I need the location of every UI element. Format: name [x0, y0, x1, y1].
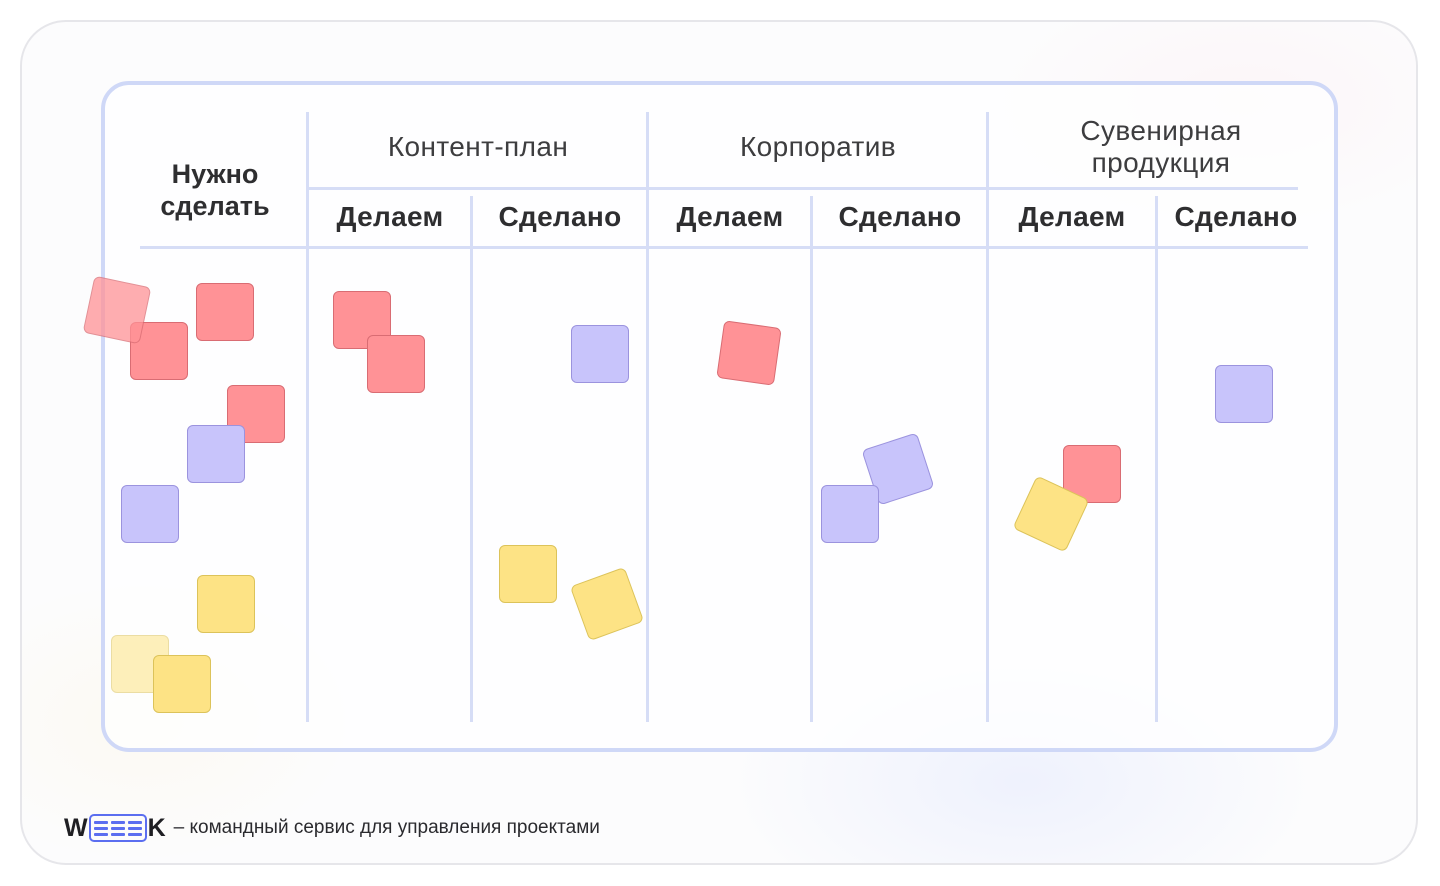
subcolumn-header-done: Сделано [1174, 201, 1298, 232]
project-header-corporate: Корпоратив [739, 131, 897, 162]
sticky-note-red[interactable] [716, 320, 782, 386]
column-divider [986, 112, 989, 722]
sticky-note-purple[interactable] [821, 485, 879, 543]
sticky-note-purple[interactable] [571, 325, 629, 383]
kanban-board [101, 81, 1338, 752]
logo-letter-k: K [147, 813, 166, 842]
project-header-content-plan: Контент-план [387, 131, 569, 162]
column-divider [810, 196, 813, 722]
column-divider [306, 112, 309, 722]
sticky-note-yellow[interactable] [153, 655, 211, 713]
column-divider [1155, 196, 1158, 722]
column-divider [470, 196, 473, 722]
tagline: – командный сервис для управления проект… [173, 817, 600, 838]
sticky-note-red[interactable] [367, 335, 425, 393]
logo-letter-w: W [64, 813, 88, 842]
subcolumn-header-doing: Делаем [336, 201, 444, 232]
subcolumn-header-done: Сделано [498, 201, 622, 232]
logo-eee-icon [88, 814, 147, 842]
sticky-note-purple[interactable] [187, 425, 245, 483]
project-header-souvenirs: Сувенирная продукция [1080, 115, 1242, 178]
sticky-note-yellow[interactable] [499, 545, 557, 603]
subcolumn-header-done: Сделано [838, 201, 962, 232]
sticky-note-red[interactable] [196, 283, 254, 341]
sticky-note-purple[interactable] [121, 485, 179, 543]
header-divider [140, 246, 1308, 249]
subcolumn-header-doing: Делаем [676, 201, 784, 232]
sticky-note-red[interactable] [82, 275, 152, 345]
header-divider [308, 187, 1298, 190]
subcolumn-header-doing: Делаем [1018, 201, 1126, 232]
weeek-logo: W K [64, 814, 166, 843]
sticky-note-purple[interactable] [1215, 365, 1273, 423]
footer: W K – командный сервис для управления пр… [64, 812, 600, 844]
sticky-note-yellow[interactable] [197, 575, 255, 633]
column-divider [646, 112, 649, 722]
column-header-todo: Нужно сделать [160, 159, 270, 221]
